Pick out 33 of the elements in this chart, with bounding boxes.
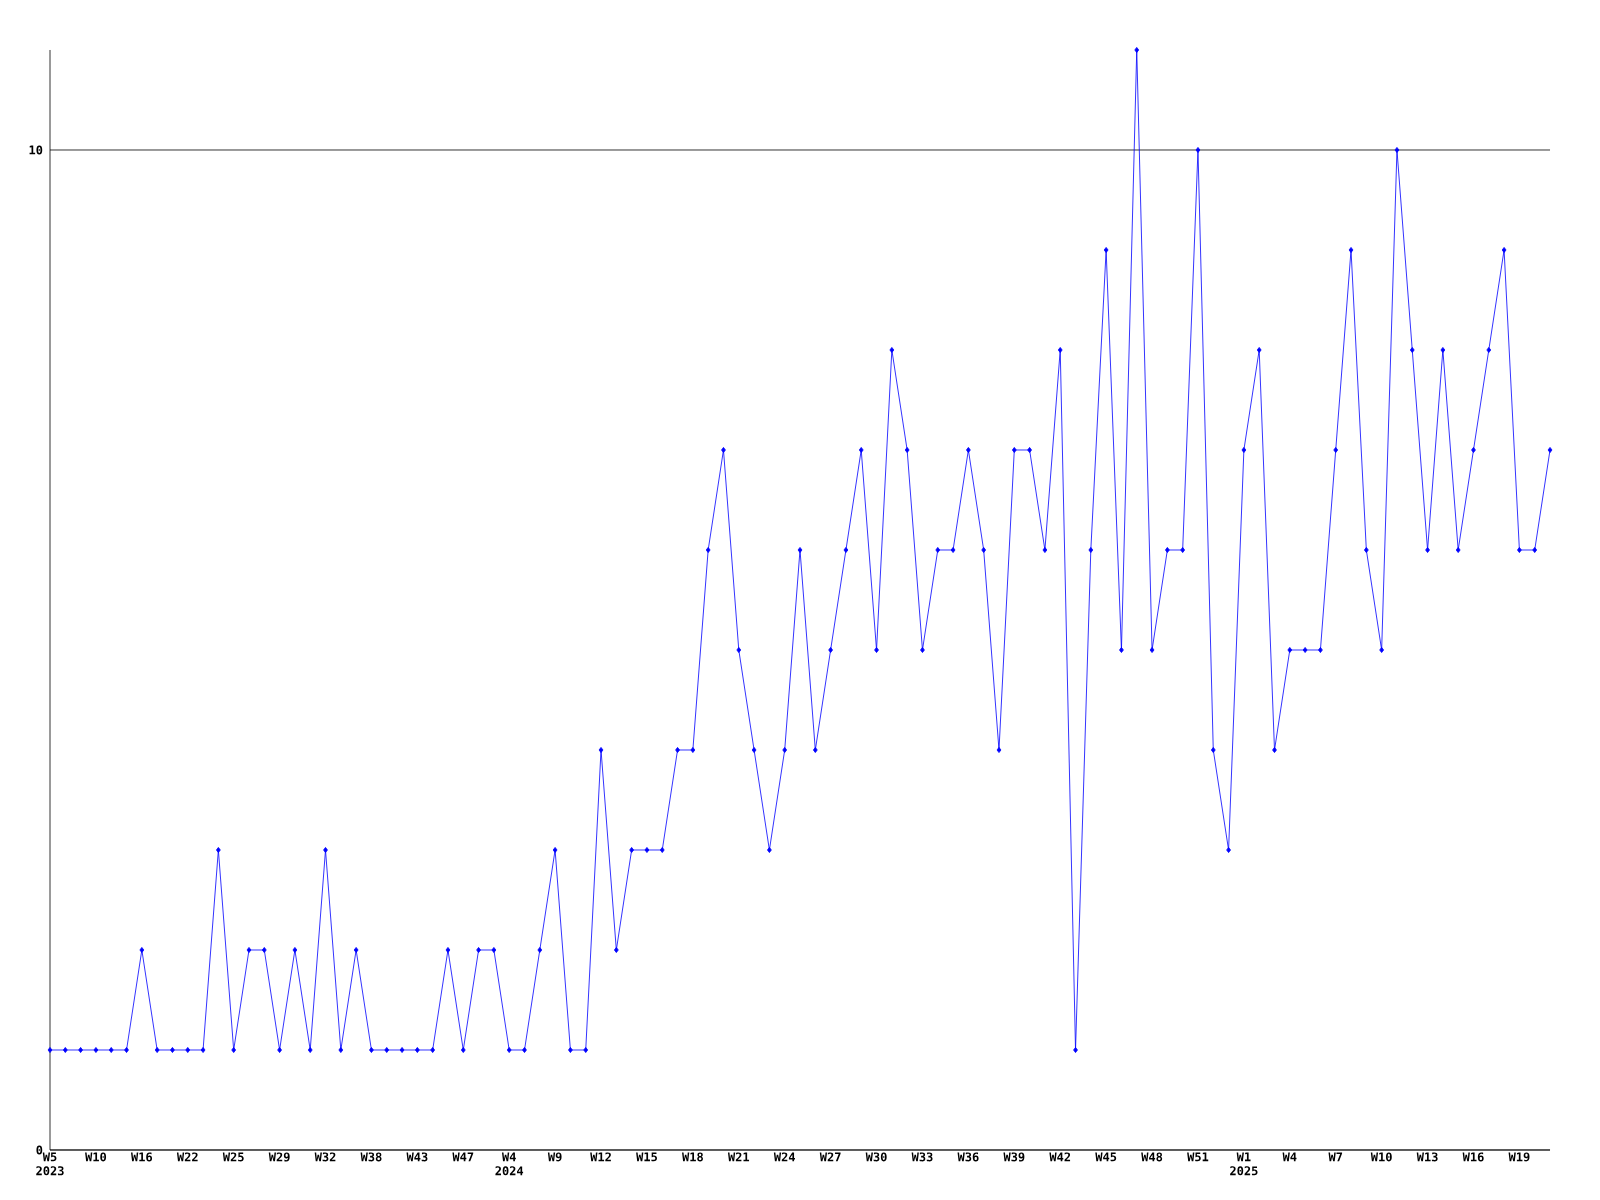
x-tick-label: W36	[957, 1152, 979, 1162]
x-tick-label: W10	[1370, 1152, 1392, 1162]
x-tick-label: W45	[1095, 1152, 1117, 1162]
x-tick-label: W7	[1328, 1152, 1343, 1162]
x-tick-label: W51	[1187, 1152, 1209, 1162]
x-tick-label: W33	[911, 1152, 933, 1162]
x-tick-label: W15	[636, 1152, 657, 1162]
x-tick-label: W18	[682, 1152, 703, 1162]
x-tick-label: W19	[1508, 1152, 1530, 1162]
x-tick-label: W4 2024	[495, 1152, 524, 1176]
x-tick-label: W43	[406, 1152, 428, 1162]
x-tick-label: W25	[222, 1152, 244, 1162]
x-tick-label: W38	[360, 1152, 382, 1162]
y-tick-label: 10	[29, 145, 43, 155]
x-tick-label: W9	[547, 1152, 562, 1162]
x-tick-label: W30	[865, 1152, 887, 1162]
x-tick-label: W24	[773, 1152, 795, 1162]
x-tick-label: W48	[1141, 1152, 1163, 1162]
x-tick-label: W13	[1416, 1152, 1438, 1162]
x-tick-label: W42	[1049, 1152, 1071, 1162]
x-tick-label: W47	[452, 1152, 474, 1162]
x-tick-label: W22	[176, 1152, 198, 1162]
x-tick-label: W16	[131, 1152, 153, 1162]
x-tick-label: W16	[1462, 1152, 1484, 1162]
x-tick-label: W29	[268, 1152, 290, 1162]
x-tick-label: W10	[85, 1152, 107, 1162]
x-tick-label: W4	[1282, 1152, 1297, 1162]
x-tick-label: W39	[1003, 1152, 1025, 1162]
x-tick-label: W32	[314, 1152, 336, 1162]
x-tick-label: W27	[819, 1152, 841, 1162]
x-tick-label: W1 2025	[1230, 1152, 1258, 1176]
x-tick-label: W21	[727, 1152, 750, 1162]
x-tick-label: W12	[590, 1152, 611, 1162]
